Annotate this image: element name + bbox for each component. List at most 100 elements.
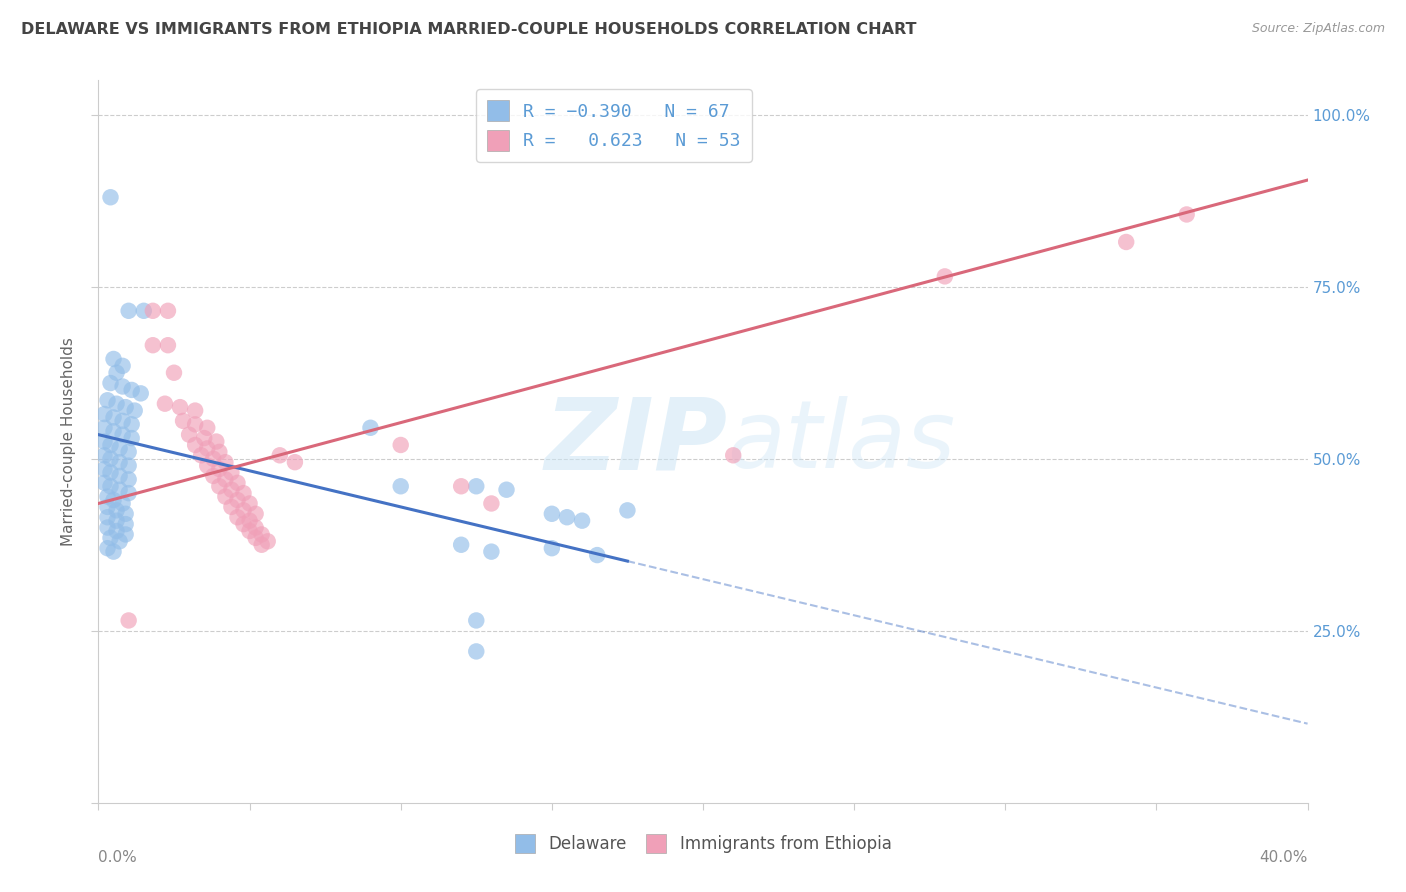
Point bbox=[108, 455, 131, 469]
Point bbox=[184, 438, 207, 452]
Point bbox=[389, 479, 412, 493]
Point bbox=[111, 496, 134, 510]
Point bbox=[169, 400, 191, 414]
Point bbox=[540, 507, 562, 521]
Point bbox=[121, 431, 143, 445]
Point bbox=[239, 496, 262, 510]
Point bbox=[360, 421, 382, 435]
Point bbox=[93, 421, 115, 435]
Point bbox=[389, 438, 412, 452]
Point bbox=[184, 417, 207, 432]
Point bbox=[96, 393, 118, 408]
Point bbox=[111, 359, 134, 373]
Point bbox=[103, 410, 125, 425]
Point bbox=[239, 514, 262, 528]
Point bbox=[195, 421, 218, 435]
Point bbox=[111, 379, 134, 393]
Point bbox=[118, 614, 141, 628]
Point bbox=[221, 483, 243, 497]
Point bbox=[245, 520, 267, 534]
Point bbox=[114, 400, 136, 414]
Point bbox=[111, 427, 134, 442]
Point bbox=[616, 503, 638, 517]
Point bbox=[132, 303, 155, 318]
Point bbox=[105, 503, 128, 517]
Point bbox=[221, 466, 243, 480]
Point bbox=[105, 397, 128, 411]
Point bbox=[195, 442, 218, 456]
Point bbox=[214, 472, 236, 486]
Point bbox=[114, 507, 136, 521]
Point bbox=[100, 451, 122, 466]
Point bbox=[232, 517, 254, 532]
Text: atlas: atlas bbox=[727, 396, 956, 487]
Point bbox=[481, 496, 503, 510]
Point bbox=[571, 514, 593, 528]
Point bbox=[96, 500, 118, 514]
Point bbox=[586, 548, 609, 562]
Point bbox=[93, 434, 115, 449]
Point bbox=[1175, 207, 1198, 221]
Point bbox=[214, 455, 236, 469]
Point bbox=[221, 500, 243, 514]
Point bbox=[934, 269, 956, 284]
Point bbox=[100, 438, 122, 452]
Point bbox=[100, 466, 122, 480]
Point bbox=[172, 414, 194, 428]
Point bbox=[100, 531, 122, 545]
Point bbox=[450, 538, 472, 552]
Point bbox=[284, 455, 307, 469]
Point bbox=[226, 510, 249, 524]
Point bbox=[114, 527, 136, 541]
Point bbox=[465, 644, 488, 658]
Point bbox=[96, 510, 118, 524]
Point bbox=[118, 458, 141, 473]
Point bbox=[118, 445, 141, 459]
Point bbox=[156, 303, 179, 318]
Point bbox=[105, 524, 128, 538]
Point bbox=[465, 479, 488, 493]
Point bbox=[105, 514, 128, 528]
Y-axis label: Married-couple Households: Married-couple Households bbox=[60, 337, 76, 546]
Point bbox=[208, 479, 231, 493]
Point bbox=[208, 445, 231, 459]
Point bbox=[96, 520, 118, 534]
Point bbox=[465, 614, 488, 628]
Point bbox=[100, 479, 122, 493]
Point bbox=[450, 479, 472, 493]
Point bbox=[93, 475, 115, 490]
Legend: Delaware, Immigrants from Ethiopia: Delaware, Immigrants from Ethiopia bbox=[508, 827, 898, 860]
Point bbox=[100, 376, 122, 390]
Point bbox=[153, 397, 176, 411]
Point bbox=[93, 462, 115, 476]
Text: 0.0%: 0.0% bbox=[98, 850, 138, 864]
Point bbox=[208, 462, 231, 476]
Point bbox=[108, 469, 131, 483]
Point bbox=[245, 531, 267, 545]
Text: Source: ZipAtlas.com: Source: ZipAtlas.com bbox=[1251, 22, 1385, 36]
Point bbox=[226, 493, 249, 508]
Point bbox=[118, 303, 141, 318]
Point bbox=[121, 417, 143, 432]
Point bbox=[118, 472, 141, 486]
Point bbox=[93, 448, 115, 462]
Text: ZIP: ZIP bbox=[544, 393, 727, 490]
Point bbox=[232, 486, 254, 500]
Point bbox=[96, 490, 118, 504]
Point bbox=[214, 490, 236, 504]
Point bbox=[193, 431, 215, 445]
Text: DELAWARE VS IMMIGRANTS FROM ETHIOPIA MARRIED-COUPLE HOUSEHOLDS CORRELATION CHART: DELAWARE VS IMMIGRANTS FROM ETHIOPIA MAR… bbox=[21, 22, 917, 37]
Point bbox=[250, 527, 273, 541]
Point bbox=[540, 541, 562, 556]
Point bbox=[163, 366, 186, 380]
Text: 40.0%: 40.0% bbox=[1260, 850, 1308, 864]
Point bbox=[103, 544, 125, 558]
Point bbox=[129, 386, 152, 401]
Point bbox=[103, 351, 125, 366]
Point bbox=[124, 403, 146, 417]
Point bbox=[481, 544, 503, 558]
Point bbox=[190, 448, 212, 462]
Point bbox=[269, 448, 291, 462]
Point bbox=[142, 338, 165, 352]
Point bbox=[495, 483, 517, 497]
